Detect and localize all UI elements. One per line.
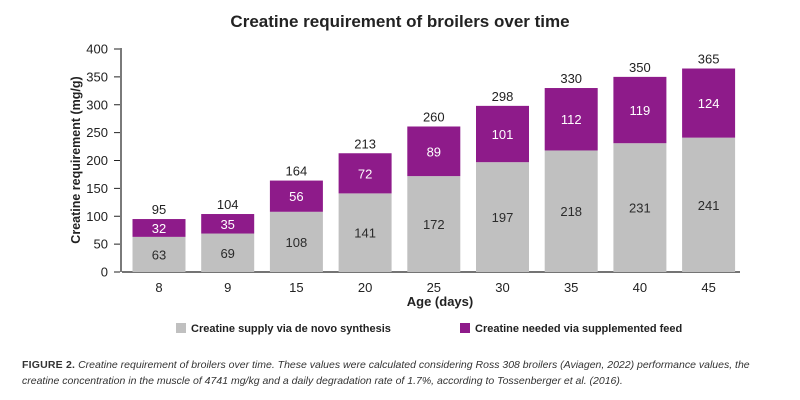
caption-label: FIGURE 2. bbox=[22, 359, 76, 371]
data-label-supplemented: 124 bbox=[698, 96, 720, 111]
bar-segment-synthesis bbox=[407, 176, 461, 272]
data-label-supplemented: 101 bbox=[492, 127, 514, 142]
data-label-total: 330 bbox=[560, 71, 582, 86]
data-label-synthesis: 197 bbox=[492, 210, 514, 225]
x-tick-label: 8 bbox=[155, 280, 162, 295]
chart-title: Creatine requirement of broilers over ti… bbox=[230, 12, 569, 31]
x-tick-label: 25 bbox=[427, 280, 441, 295]
data-label-total: 260 bbox=[423, 109, 445, 124]
data-label-total: 365 bbox=[698, 52, 720, 67]
data-label-synthesis: 172 bbox=[423, 217, 445, 232]
bar-segment-supplemented bbox=[682, 68, 736, 138]
x-tick-label: 15 bbox=[289, 280, 303, 295]
data-label-supplemented: 72 bbox=[358, 166, 372, 181]
plot-area: 0 50 100 150 200 250 300 350 400 63 32 95 8 69 35 104 9 1… bbox=[86, 42, 740, 295]
bar-segment-supplemented bbox=[544, 88, 598, 151]
data-label-total: 350 bbox=[629, 60, 651, 75]
bar-segment-supplemented bbox=[201, 214, 255, 234]
bar-segment-synthesis bbox=[269, 211, 323, 272]
bar-segment-supplemented bbox=[269, 180, 323, 212]
x-tick-label: 40 bbox=[633, 280, 647, 295]
y-axis-title: Creatine requirement (mg/g) bbox=[69, 76, 83, 243]
y-tick-label: 50 bbox=[94, 237, 108, 252]
data-label-supplemented: 112 bbox=[561, 112, 582, 127]
data-label-total: 95 bbox=[152, 202, 166, 217]
data-label-synthesis: 231 bbox=[629, 201, 651, 216]
data-label-supplemented: 89 bbox=[427, 144, 441, 159]
caption-text: Creatine requirement of broilers over ti… bbox=[22, 359, 750, 387]
bar-segment-synthesis bbox=[613, 143, 667, 272]
y-tick-label: 300 bbox=[86, 97, 108, 112]
bar-segment-supplemented bbox=[132, 219, 186, 237]
legend-label: Creatine needed via supplemented feed bbox=[475, 323, 682, 335]
bar-segment-synthesis bbox=[201, 233, 255, 272]
legend: Creatine supply via de novo synthesis Cre… bbox=[176, 323, 682, 335]
x-tick-label: 9 bbox=[224, 280, 231, 295]
legend-swatch bbox=[460, 323, 470, 333]
bar-segment-supplemented bbox=[476, 105, 529, 163]
data-label-supplemented: 32 bbox=[152, 221, 166, 236]
data-label-supplemented: 56 bbox=[289, 189, 303, 204]
data-label-total: 213 bbox=[354, 136, 376, 151]
y-tick-label: 150 bbox=[86, 181, 108, 196]
y-tick-label: 0 bbox=[101, 265, 108, 280]
bar-segment-synthesis bbox=[682, 137, 736, 272]
legend-label: Creatine supply via de novo synthesis bbox=[191, 323, 391, 335]
data-label-synthesis: 63 bbox=[152, 247, 166, 262]
figure-caption: FIGURE 2. Creatine requirement of broile… bbox=[22, 357, 782, 389]
x-tick-label: 45 bbox=[701, 280, 715, 295]
x-tick-label: 20 bbox=[358, 280, 372, 295]
data-label-supplemented: 35 bbox=[220, 217, 234, 232]
data-label-supplemented: 119 bbox=[630, 103, 651, 118]
y-tick-label: 200 bbox=[86, 153, 108, 168]
data-label-synthesis: 141 bbox=[354, 226, 376, 241]
bar-segment-synthesis bbox=[544, 150, 598, 272]
data-label-total: 164 bbox=[286, 164, 308, 179]
y-tick-label: 100 bbox=[86, 209, 108, 224]
bar-segment-synthesis bbox=[338, 193, 392, 272]
y-tick-label: 350 bbox=[86, 69, 108, 84]
data-label-total: 104 bbox=[217, 197, 239, 212]
x-axis-title: Age (days) bbox=[407, 294, 473, 309]
bar-segment-synthesis bbox=[476, 162, 529, 272]
stacked-bar-chart: Creatine requirement of broilers over ti… bbox=[69, 12, 740, 335]
y-tick-label: 250 bbox=[86, 125, 108, 140]
bar-segment-synthesis bbox=[132, 236, 186, 272]
y-tick-label: 400 bbox=[86, 42, 108, 57]
data-label-total: 298 bbox=[492, 89, 514, 104]
bar-segment-supplemented bbox=[338, 153, 392, 194]
bar-segment-supplemented bbox=[407, 126, 461, 177]
x-tick-label: 35 bbox=[564, 280, 578, 295]
x-tick-label: 30 bbox=[495, 280, 509, 295]
data-label-synthesis: 69 bbox=[220, 246, 234, 261]
data-label-synthesis: 108 bbox=[286, 235, 308, 250]
data-label-synthesis: 218 bbox=[560, 204, 582, 219]
legend-swatch bbox=[176, 323, 186, 333]
bar-segment-supplemented bbox=[613, 76, 667, 144]
data-label-synthesis: 241 bbox=[698, 198, 720, 213]
